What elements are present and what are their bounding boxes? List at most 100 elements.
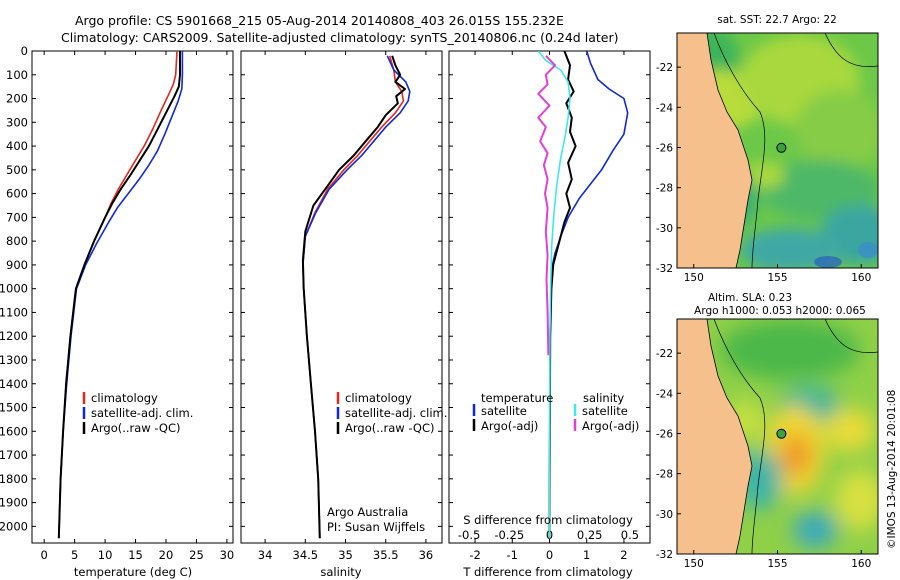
x-tick-label: 0 xyxy=(41,548,48,562)
x-tick-label: 30 xyxy=(220,548,235,562)
y-tick-label: 1700 xyxy=(0,448,28,462)
y-tick-label: 600 xyxy=(6,187,28,201)
sla-map-isobath xyxy=(713,319,766,554)
annotation-pi: PI: Susan Wijffels xyxy=(327,520,425,534)
series-line-argo-raw-qc- xyxy=(301,55,406,539)
difference-panel: -2 -1 0 1 2-0.5 -0.25 0 0.25 0.5 temperature sal… xyxy=(448,50,651,579)
series-line-satellite-adj-clim- xyxy=(302,55,411,539)
depth-axis: 0 100 200 300 400 500 600 700 800 900 1000 1100 1200… xyxy=(0,44,233,533)
y-tick-label: 2000 xyxy=(0,519,28,533)
difference-legend: temperature salinity satellite Argo(-adj… xyxy=(472,391,639,433)
series-line-satellite-adj-clim- xyxy=(58,51,184,539)
salinity-axes-frame xyxy=(240,50,443,544)
y-tick-label: 500 xyxy=(6,163,28,177)
series-line-temperature-argo-adj- xyxy=(548,51,577,539)
sst-map-isobath xyxy=(713,33,766,268)
map-y-tick-label: -26 xyxy=(656,142,673,154)
x-tick-label: 36 xyxy=(419,548,434,562)
x-top-tick-label: 0.5 xyxy=(621,528,639,542)
y-tick-label: 1900 xyxy=(0,496,28,510)
map-x-tick-label: 150 xyxy=(684,272,704,284)
temperature-axes-frame xyxy=(31,50,234,544)
x-top-tick-label: 0.25 xyxy=(577,528,603,542)
figure-title-line-2: Climatology: CARS2009. Satellite-adjuste… xyxy=(61,30,618,45)
y-tick-label: 0 xyxy=(21,44,28,58)
y-tick-label: 400 xyxy=(6,139,28,153)
sla-map-axes: 150 155 160 -22 -24 -26 -28 -30 -32 xyxy=(656,348,871,570)
series-line-salinity-argo-adj- xyxy=(537,55,557,356)
map-y-tick-label: -30 xyxy=(656,509,673,521)
legend-label-satellite: satellite-adj. clim. xyxy=(91,406,193,420)
sla-map-panel: Altim. SLA: 0.23 Argo h1000: 0.053 h2000… xyxy=(656,292,898,570)
y-tick-label: 1800 xyxy=(0,472,28,486)
series-line-argo-raw-qc- xyxy=(57,51,181,539)
x-tick-label: 20 xyxy=(159,548,174,562)
difference-y-ticks xyxy=(449,50,650,527)
series-line-salinity-satellite xyxy=(537,51,571,539)
sst-map-panel: sat. SST: 22.7 Argo: 22 150 155 160-22- xyxy=(656,14,879,284)
map-x-tick-label: 160 xyxy=(851,272,871,284)
legend-header-temperature: temperature xyxy=(481,391,553,405)
sst-map-coastline xyxy=(677,33,753,268)
y-tick-label: 300 xyxy=(6,115,28,129)
map-y-tick-label: -28 xyxy=(656,183,673,195)
map-y-tick-label: -30 xyxy=(656,223,673,235)
legend-label-sal-argo: Argo(-adj) xyxy=(582,419,639,433)
map-y-tick-label: -32 xyxy=(656,263,673,275)
legend-label-argo: Argo(..raw -QC) xyxy=(345,421,435,435)
series-line-temperature-satellite xyxy=(548,51,629,539)
sla-map-title-2: Argo h1000: 0.053 h2000: 0.065 xyxy=(694,305,866,317)
x-tick-label: -1 xyxy=(507,548,518,562)
legend-label-sal-satellite: satellite xyxy=(582,404,628,418)
sst-map-title: sat. SST: 22.7 Argo: 22 xyxy=(717,14,837,26)
sst-map-isobath-2 xyxy=(824,33,878,67)
temperature-legend: climatology satellite-adj. clim. Argo(..… xyxy=(82,391,193,435)
y-tick-label: 1000 xyxy=(0,282,28,296)
sla-map-coastline xyxy=(677,319,753,554)
x-tick-label: 1 xyxy=(583,548,590,562)
y-tick-label: 1200 xyxy=(0,329,28,343)
difference-x-label: T difference from climatology xyxy=(462,565,633,579)
map-y-tick-label: -26 xyxy=(656,428,673,440)
salinity-legend: climatology satellite-adj. clim. Argo(..… xyxy=(336,391,447,435)
sst-map-field xyxy=(677,33,878,268)
sla-map-title-1: Altim. SLA: 0.23 xyxy=(708,292,792,304)
y-tick-label: 1500 xyxy=(0,401,28,415)
legend-label-temp-satellite: satellite xyxy=(481,404,527,418)
x-tick-label: 0 xyxy=(546,548,553,562)
annotation-argo-australia: Argo Australia xyxy=(327,505,408,519)
y-tick-label: 100 xyxy=(6,68,28,82)
difference-x-axis: -2 -1 0 1 2-0.5 -0.25 0 0.25 0.5 xyxy=(458,51,639,562)
temperature-x-label: temperature (deg C) xyxy=(74,565,192,579)
map-y-tick-label: -24 xyxy=(656,102,673,114)
x-top-tick-label: -0.25 xyxy=(494,528,524,542)
sla-argo-marker xyxy=(776,428,787,439)
y-tick-label: 1400 xyxy=(0,377,28,391)
x-tick-label: 35 xyxy=(338,548,353,562)
x-tick-label: -2 xyxy=(469,548,480,562)
map-y-tick-label: -28 xyxy=(656,469,673,481)
x-tick-label: 34 xyxy=(258,548,273,562)
x-tick-label: 34.5 xyxy=(293,548,319,562)
x-tick-label: 15 xyxy=(128,548,143,562)
map-x-tick-label: 160 xyxy=(851,558,871,570)
difference-x-label-top: S difference from climatology xyxy=(463,513,633,527)
x-tick-label: 35.5 xyxy=(373,548,399,562)
legend-label-argo: Argo(..raw -QC) xyxy=(91,421,181,435)
map-y-tick-label: -24 xyxy=(656,388,673,400)
imos-timestamp: ©IMOS 13-Aug-2014 20:01:08 xyxy=(886,390,898,549)
map-y-tick-label: -22 xyxy=(656,62,673,74)
x-tick-label: 5 xyxy=(71,548,78,562)
salinity-panel: 34 34.5 35 35.5 36 climatology satellite-adj… xyxy=(240,50,447,579)
map-y-tick-label: -22 xyxy=(656,348,673,360)
legend-header-salinity: salinity xyxy=(583,391,624,405)
map-x-tick-label: 150 xyxy=(684,558,704,570)
x-tick-label: 10 xyxy=(98,548,113,562)
legend-label-temp-argo: Argo(-adj) xyxy=(481,419,538,433)
temperature-x-axis: 0 5 10 15 20 25 30 xyxy=(41,51,235,562)
sst-map-axes: 150 155 160 -22 -24 -26 -28 -30 -32 xyxy=(656,62,871,284)
legend-label-climatology: climatology xyxy=(345,391,412,405)
figure-title-line-1: Argo profile: CS 5901668_215 05-Aug-2014… xyxy=(75,13,564,28)
y-tick-label: 200 xyxy=(6,92,28,106)
